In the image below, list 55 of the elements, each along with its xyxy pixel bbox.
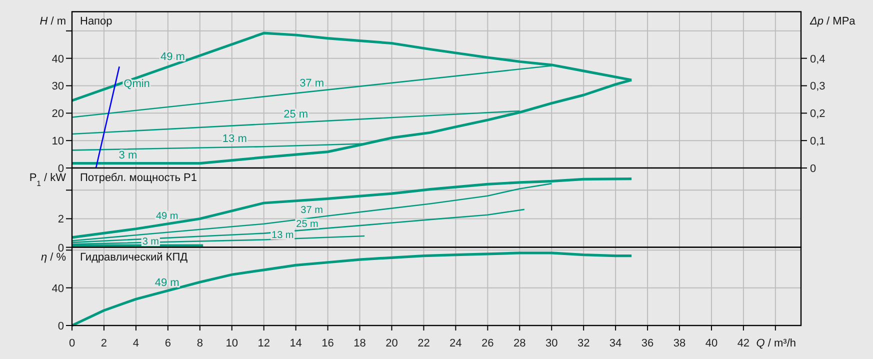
x-tick-label: 36	[641, 338, 654, 350]
x-tick-label: 34	[609, 338, 622, 350]
series-label: 3 m	[118, 149, 138, 162]
chart-title: Потребл. мощность P1	[80, 172, 197, 184]
series-label: 25 m	[284, 108, 308, 120]
y2-tick-label: 0,2	[810, 108, 826, 120]
series-label: 37 m	[300, 77, 324, 90]
y-axis-title: H / m	[40, 16, 66, 28]
y2-tick-label: 0	[810, 163, 816, 175]
series-label: 3 m	[142, 236, 159, 248]
y2-axis-title: Δp / MPa	[809, 16, 856, 28]
y-tick-label: 30	[52, 80, 64, 93]
x-tick-label: 18	[354, 338, 366, 350]
series-label: Qmin	[124, 78, 150, 90]
x-tick-label: 10	[226, 338, 238, 350]
series-label: 49 m	[156, 210, 178, 222]
x-tick-label: 6	[164, 338, 171, 350]
x-tick-label: 14	[290, 338, 302, 350]
y2-tick-label: 0,4	[810, 53, 826, 66]
series-label: 13 m	[222, 133, 247, 146]
series-label: 37 m	[300, 204, 323, 216]
x-tick-label: 42	[737, 338, 750, 350]
y2-tick-label: 0,3	[810, 80, 826, 93]
series-label: 49 m	[160, 51, 185, 64]
chart-title: Напор	[80, 16, 112, 28]
y-tick-label: 2	[58, 214, 64, 226]
x-tick-label: 20	[386, 338, 398, 350]
x-tick-label: 26	[482, 338, 494, 350]
x-tick-label: 16	[322, 338, 334, 350]
series-label: 13 m	[272, 230, 294, 242]
y-tick-label: 10	[52, 136, 64, 148]
x-tick-label: 22	[418, 338, 430, 350]
series-label: 25 m	[296, 218, 318, 230]
x-tick-label: 12	[258, 338, 270, 350]
x-tick-label: 4	[132, 338, 140, 350]
x-tick-label: 24	[450, 338, 462, 350]
y-axis-title: η / %	[40, 251, 66, 264]
x-axis-title: Q / m³/h	[756, 338, 796, 350]
x-tick-label: 32	[577, 338, 590, 350]
x-tick-label: 40	[705, 338, 718, 350]
x-tick-label: 0	[68, 338, 76, 350]
series-label: 49 m	[154, 276, 180, 289]
x-tick-label: 28	[514, 338, 526, 350]
chart-title: Гидравлический КПД	[80, 251, 188, 264]
y-tick-label: 0	[58, 163, 64, 175]
y2-tick-label: 0,1	[810, 136, 826, 148]
x-tick-label: 2	[100, 338, 108, 350]
y-axis-title: P$_{1}$ / kW	[29, 172, 67, 188]
x-tick-label: 38	[673, 338, 686, 350]
y-tick-label: 0	[58, 320, 64, 332]
x-tick-label: 8	[196, 338, 203, 350]
y-tick-label: 40	[52, 53, 64, 66]
y-tick-label: 20	[52, 108, 64, 120]
y-tick-label: 40	[52, 282, 64, 295]
x-tick-label: 30	[545, 338, 558, 350]
